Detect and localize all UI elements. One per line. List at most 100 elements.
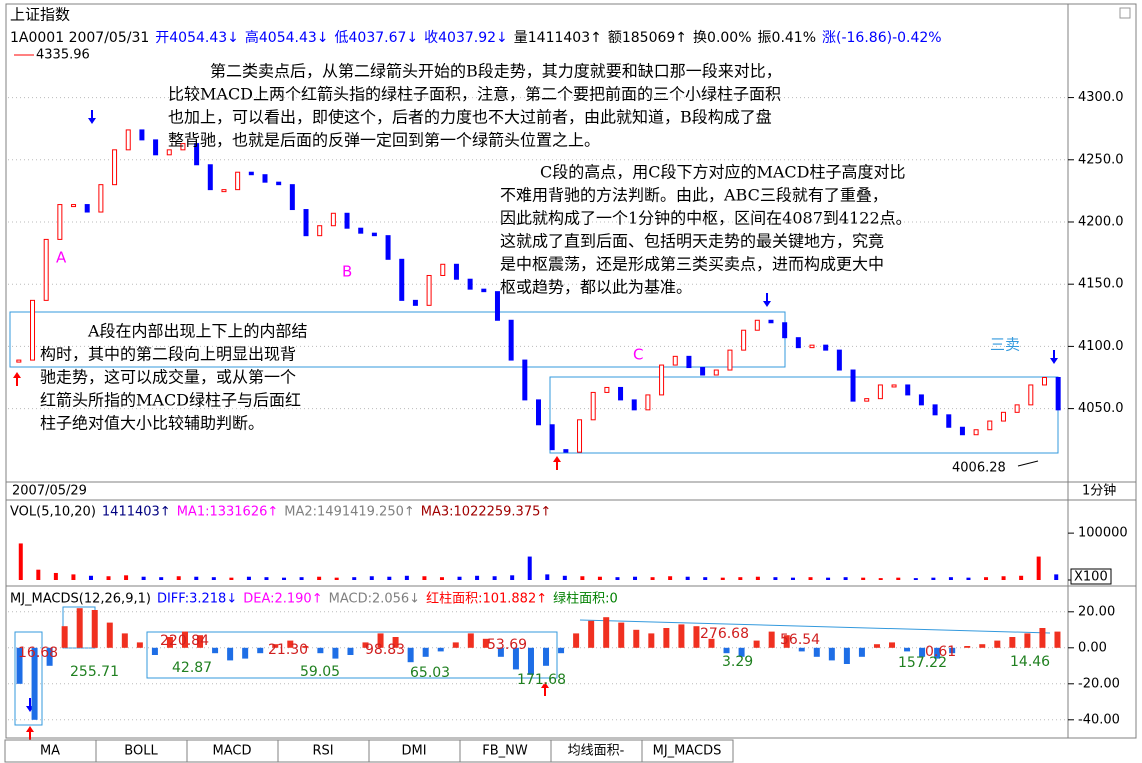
price-bar <box>768 319 774 324</box>
header-item: 低4037.67↓ <box>335 30 419 46</box>
annotation-text: C段的高点，用C段下方对应的MACD柱子高度对比 <box>540 163 906 182</box>
volume-bar <box>913 578 918 580</box>
price-bar <box>741 329 747 351</box>
leader-line <box>1017 460 1039 467</box>
header-item: 额185069↑ <box>608 30 687 46</box>
price-bar <box>112 149 118 186</box>
header-item: VOL(5,10,20) <box>10 505 96 520</box>
price-bar <box>221 189 227 193</box>
macd-bar <box>618 622 625 648</box>
volume-bar <box>317 576 322 580</box>
volume-bar <box>562 575 567 580</box>
blue-arrow <box>763 293 771 307</box>
header-item: 绿柱面积:0 <box>553 592 618 607</box>
tab-label: DMI <box>401 744 426 759</box>
macd-bar <box>392 637 399 648</box>
volume-bar <box>229 577 234 580</box>
wave-label: A <box>56 249 67 267</box>
volume-bar <box>984 577 989 580</box>
y-tick-label: 4150.0 <box>1078 277 1124 292</box>
area-label: 53.69 <box>487 637 527 653</box>
price-bar <box>508 319 514 361</box>
volume-bar <box>861 577 866 580</box>
volume-bar <box>264 577 269 580</box>
period-label: 1分钟 <box>1082 483 1116 499</box>
volume-bar <box>843 577 848 580</box>
price-bar <box>453 263 459 280</box>
price-bar <box>850 369 856 402</box>
annotation-text: 整背驰，也就是后面的反弹一定回到第一个绿箭头位置之上。 <box>168 131 600 150</box>
price-bar <box>399 258 405 301</box>
price-bar <box>1014 404 1020 413</box>
price-bar <box>98 184 104 213</box>
price-bar <box>959 426 965 436</box>
area-label: 16.68 <box>18 645 58 661</box>
header-item: 振0.41% <box>758 30 816 46</box>
price-bar <box>700 367 706 376</box>
macd-bar <box>904 647 911 652</box>
macd-bar <box>242 647 249 659</box>
price-bar <box>891 384 897 388</box>
area-label: 65.03 <box>410 665 450 681</box>
price-bar <box>153 139 159 156</box>
price-bar <box>645 394 651 411</box>
price-bar <box>577 419 583 453</box>
volume-bar <box>159 577 164 580</box>
area-label: 220.84 <box>160 633 209 649</box>
macd-bar <box>979 644 986 648</box>
volume-bar <box>334 577 339 580</box>
price-bar <box>522 359 528 401</box>
volume-bar <box>36 569 41 580</box>
tab[interactable] <box>641 739 734 763</box>
red-arrow <box>26 726 34 740</box>
macd-bar <box>949 647 956 654</box>
macd-bar <box>934 647 941 659</box>
wave-label: B <box>342 263 352 281</box>
macd-bar <box>497 647 504 657</box>
macd-bar <box>467 633 474 648</box>
price-bar <box>16 359 22 363</box>
price-bar <box>358 227 364 234</box>
volume-bar <box>878 578 883 580</box>
volume-bar <box>720 577 725 580</box>
price-bar <box>659 364 665 396</box>
window-button[interactable] <box>1119 7 1131 19</box>
price-bar <box>536 399 541 426</box>
header-item: 1411403↑ <box>102 505 171 520</box>
annotation-text: 也加上，可以看出，即使这个，后者的力度也不大过前者，由此就知道，B段构成了盘 <box>168 108 772 127</box>
annotation-text: 因此就构成了一个1分钟的中枢，区间在4087到4122点。 <box>500 209 912 228</box>
header-item: 红柱面积:101.882↑ <box>426 591 547 607</box>
volume-bar <box>387 576 392 580</box>
macd-bar <box>919 647 926 657</box>
macd-bar <box>708 638 715 648</box>
macd-bar <box>828 647 835 661</box>
macd-bar <box>889 642 896 648</box>
macd-bar <box>678 624 685 648</box>
header-item: 1A0001 2007/05/31 <box>10 30 149 46</box>
price-bar <box>30 299 36 361</box>
tab-label: MA <box>40 744 60 759</box>
macd-bar <box>317 647 324 654</box>
price-bar <box>426 274 432 306</box>
volume-bar <box>369 576 374 580</box>
volume-bar <box>738 577 743 580</box>
area-label: 98.83 <box>365 642 405 658</box>
macd-bar <box>633 629 640 648</box>
price-bar <box>782 322 788 339</box>
volume-bar <box>246 576 251 580</box>
low-label: 4006.28 <box>952 461 1006 476</box>
macd-bar <box>437 647 444 652</box>
volume-bar <box>352 577 357 580</box>
volume-bar <box>808 577 813 580</box>
tab-label: FB_NW <box>482 744 528 759</box>
volume-bar <box>773 577 778 580</box>
price-bar <box>836 349 842 371</box>
volume-bar <box>1036 556 1041 580</box>
volume-bar <box>615 577 620 580</box>
price-bar <box>823 344 829 351</box>
header-item: 量1411403↑ <box>514 30 602 46</box>
macd-bar <box>558 647 565 654</box>
y-tick-label: 100000 <box>1078 526 1128 541</box>
volume-bar <box>404 575 409 580</box>
macd-bar <box>603 617 610 648</box>
